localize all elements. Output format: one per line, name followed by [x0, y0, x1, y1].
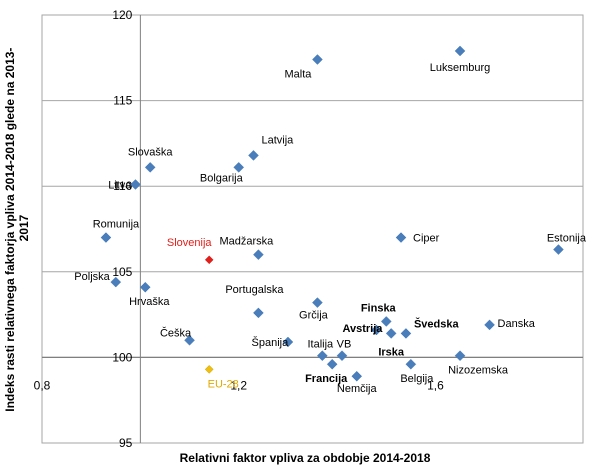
point-label: Poljska	[74, 271, 110, 283]
data-point	[400, 328, 412, 339]
point-label: Belgija	[400, 373, 434, 385]
point-label: Italija	[307, 339, 334, 351]
point-label: EU-28	[208, 378, 239, 390]
y-axis-title: Indeks rasti relativnega faktorja vpliva…	[3, 44, 31, 412]
data-point	[336, 350, 348, 362]
data-point	[110, 276, 122, 288]
point-label: Hrvaška	[129, 296, 170, 308]
point-label: Litva	[108, 179, 132, 191]
y-tick-label: 110	[113, 179, 132, 193]
point-label: Irska	[378, 346, 405, 358]
point-labels: Luksemburg Malta Latvija Bolgarija Slovaška L…	[74, 62, 587, 395]
point-label: Romunija	[93, 219, 140, 231]
point-label: Bolgarija	[200, 172, 244, 184]
point-label: Nizozemska	[448, 365, 509, 377]
data-point	[326, 358, 338, 370]
y-axis-title-line-2: 2017	[17, 214, 31, 241]
data-point	[253, 307, 264, 319]
point-label: Španija	[252, 336, 290, 349]
point-label: Švedska	[414, 317, 460, 330]
plot-area-border	[41, 14, 584, 444]
x-tick-label: 0,8	[34, 378, 51, 392]
point-label: Estonija	[547, 233, 587, 245]
data-point	[454, 45, 466, 57]
point-label: Avstrija	[342, 323, 383, 335]
y-axis-title-line-1: Indeks rasti relativnega faktorja vpliva…	[3, 48, 17, 412]
data-point	[385, 328, 397, 339]
point-label: Malta	[285, 69, 313, 81]
data-point	[184, 334, 195, 346]
data-point	[253, 249, 264, 261]
y-tick-label: 105	[112, 265, 132, 279]
point-label: Latvija	[261, 134, 294, 146]
point-label: Luksemburg	[430, 62, 491, 74]
data-point	[282, 336, 294, 348]
data-point	[371, 324, 382, 336]
data-point	[204, 365, 214, 374]
point-label: Portugalska	[225, 284, 284, 296]
point-label: Francija	[305, 373, 348, 385]
x-tick-labels: 0,8 1,2 1,6	[34, 378, 444, 392]
y-tick-label: 95	[119, 436, 133, 450]
data-point	[204, 255, 214, 265]
point-label: VB	[337, 339, 352, 351]
x-axis-title: Relativni faktor vpliva za obdobje 2014-…	[180, 451, 431, 465]
point-label: Slovenija	[167, 237, 213, 249]
data-point	[312, 54, 323, 65]
y-tick-label: 115	[113, 94, 132, 108]
data-point	[130, 179, 141, 190]
data-point	[100, 232, 112, 243]
point-label: Danska	[498, 318, 536, 330]
axes	[41, 14, 584, 444]
point-label: Ciper	[413, 233, 440, 245]
x-tick-label: 1,6	[427, 378, 444, 392]
data-point	[312, 297, 323, 308]
point-label: Finska	[361, 302, 397, 314]
data-point	[454, 350, 466, 362]
data-point	[139, 281, 151, 293]
point-label: Madžarska	[220, 236, 275, 248]
data-point	[553, 244, 564, 255]
data-point	[144, 162, 156, 173]
x-tick-label: 1,2	[230, 378, 247, 392]
data-point	[395, 232, 407, 243]
data-point	[316, 350, 328, 362]
y-tick-label: 100	[112, 350, 132, 364]
point-label: Grčija	[299, 310, 329, 322]
data-point	[405, 358, 417, 370]
data-point	[248, 150, 259, 161]
y-tick-labels: 95 100 105 110 115 120	[112, 8, 132, 450]
y-tick-label: 120	[112, 8, 132, 22]
point-label: Slovaška	[128, 146, 174, 158]
point-label: Češka	[160, 326, 192, 339]
data-point	[380, 316, 392, 327]
data-point	[233, 162, 245, 173]
data-point	[351, 370, 363, 382]
point-label: Nemčija	[337, 383, 378, 395]
data-points	[100, 45, 564, 382]
data-point	[484, 319, 495, 331]
